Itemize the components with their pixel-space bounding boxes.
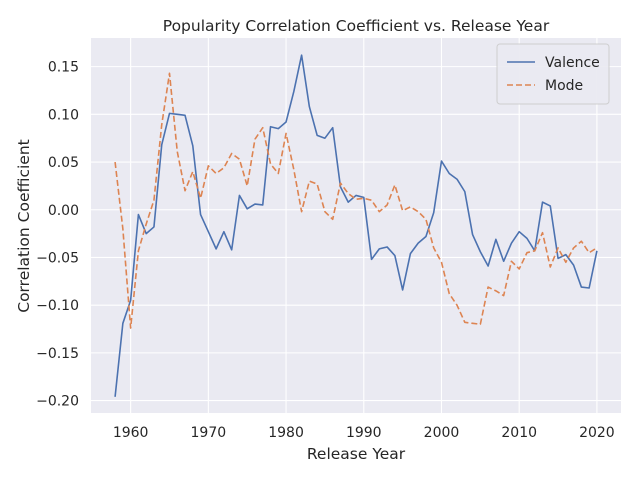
y-tick-label: −0.10 [36, 298, 79, 314]
y-tick-label: −0.15 [36, 346, 79, 362]
legend: Valence Mode [496, 43, 610, 105]
x-tick-label: 2020 [579, 425, 615, 441]
y-tick-label: −0.20 [36, 394, 79, 410]
y-axis-label: Correlation Coefficient [15, 139, 33, 313]
x-tick-label: 2010 [501, 425, 537, 441]
tick-labels: 1960 1970 1980 1990 2000 2010 2020 −0.20 −0.15 −0… [36, 60, 615, 441]
x-tick-label: 1990 [346, 425, 382, 441]
y-tick-label: −0.05 [36, 250, 79, 266]
x-tick-label: 1970 [191, 425, 227, 441]
y-tick-label: 0.05 [48, 155, 79, 171]
y-tick-label: 0.10 [48, 107, 79, 123]
legend-box [496, 43, 610, 105]
x-tick-label: 1980 [268, 425, 304, 441]
y-tick-label: 0.00 [48, 203, 79, 219]
series-line-valence [114, 54, 598, 397]
grid-lines [91, 38, 621, 413]
x-axis-label: Release Year [307, 445, 406, 463]
x-tick-label: 2000 [424, 425, 460, 441]
x-tick-label: 1960 [113, 425, 149, 441]
y-tick-label: 0.15 [48, 60, 79, 76]
legend-label-mode: Mode [545, 78, 583, 94]
chart-title: Popularity Correlation Coefficient vs. R… [163, 17, 550, 35]
legend-label-valence: Valence [545, 55, 600, 71]
